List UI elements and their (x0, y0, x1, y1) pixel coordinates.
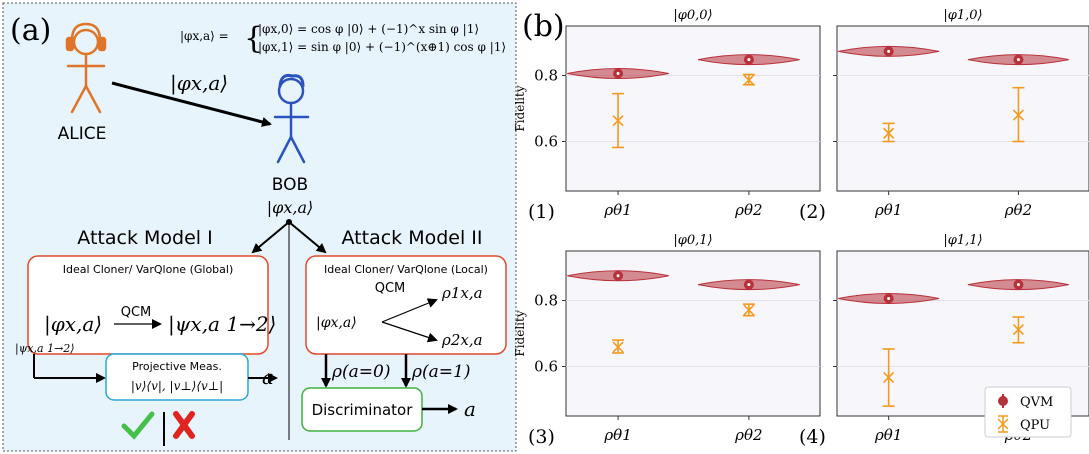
subplot-title: |φ1,0⟩ (943, 8, 982, 23)
headphones-icon (70, 22, 102, 42)
transmit-arrow (111, 81, 272, 127)
qvm-point-center (887, 297, 891, 301)
proj-ops: |v⟩⟨v|, |v⊥⟩⟨v⊥| (131, 379, 223, 393)
qvm-point-center (616, 72, 620, 76)
subplot-title: |φ0,0⟩ (673, 8, 712, 23)
side-state: |ψx,a 1→2⟩ (15, 342, 75, 356)
split-arrow-left (251, 221, 290, 254)
qvm-point-center (747, 283, 751, 287)
qpu-errorbar (742, 303, 755, 317)
x-tick-label: ρθ2 (734, 426, 762, 444)
attack2-arrow-up (381, 298, 438, 323)
qvm-point-center (747, 58, 751, 62)
attack2-arrow-down (381, 321, 438, 343)
y-tick-label: 0.6 (534, 358, 558, 376)
cross-icon (173, 411, 195, 439)
attack2-out1: ρ1x,a (441, 284, 483, 302)
subplot-index: (2) (799, 201, 826, 223)
alice-label: ALICE (58, 124, 107, 144)
subplot-index: (1) (528, 201, 555, 223)
attack2-box-title: Ideal Cloner/ VarQlone (Local) (324, 263, 488, 276)
subplots: 0.6 0.8 |φ0,0⟩ Fidelity (1) ρθ1 ρθ2 |φ1,0⟩ (2) ρθ… (513, 8, 1089, 448)
subplot-index: (4) (799, 426, 826, 448)
bob-figure (273, 74, 310, 164)
y-axis-label: Fidelity (513, 85, 527, 131)
legend-qvm-label: QVM (1020, 395, 1053, 410)
attack1-input: |φx,a⟩ (44, 312, 102, 337)
bob-state: |φx,a⟩ (267, 198, 313, 217)
subplot-2: |φ1,0⟩ (2) ρθ1 ρθ2 (799, 8, 1089, 223)
panel-a-background (2, 2, 517, 452)
qpu-errorbar (882, 348, 895, 407)
bob-label: BOB (272, 175, 308, 195)
panel-b-label: (b) (522, 9, 565, 44)
attack2-box: Ideal Cloner/ VarQlone (Local) QCM |φx,a… (305, 255, 507, 355)
x-tick-label: ρθ1 (874, 201, 902, 219)
check-icon (121, 411, 155, 440)
result-a1: a (262, 365, 274, 389)
bob-hair-icon (278, 74, 305, 88)
x-tick-label: ρθ1 (603, 426, 631, 444)
subplot-3: 0.6 0.8 |φ0,1⟩ Fidelity (3) ρθ1 ρθ2 (513, 233, 821, 448)
attack1-title: Attack Model I (77, 227, 212, 249)
qpu-errorbar (1012, 86, 1025, 143)
legend: QVM QPU (984, 386, 1072, 438)
x-tick-label: ρθ2 (1004, 201, 1032, 219)
y-tick-label: 0.8 (534, 292, 558, 310)
formula-line1: |φx,0⟩ = cos φ |0⟩ + (−1)^x sin φ |1⟩ (258, 22, 479, 36)
qpu-errorbar (1012, 316, 1025, 344)
panel-a-label: (a) (10, 13, 51, 48)
legend-qpu-label: QPU (1020, 418, 1050, 433)
x-tick-label: ρθ1 (874, 426, 902, 444)
transmit-state: |φx,a⟩ (170, 71, 228, 96)
formula-lhs: |φx,a⟩ = (180, 29, 229, 43)
y-axis-label: Fidelity (513, 310, 527, 356)
attack1-output: |ψx,a 1→2⟩ (168, 312, 276, 337)
projective-meas-box: Projective Meas. |v⟩⟨v|, |v⊥⟩⟨v⊥| (105, 353, 249, 401)
y-tick-label: 0.6 (534, 133, 558, 151)
proj-title: Projective Meas. (132, 360, 222, 373)
subplot-frame (565, 25, 821, 192)
attack2-title: Attack Model II (342, 227, 483, 249)
attack1-box: Ideal Cloner/ VarQlone (Global) |φx,a⟩ Q… (27, 255, 276, 355)
panel-b: (b) 0.6 0.8 |φ0,0⟩ Fidelity (1) ρθ1 ρθ2 |φ1,0⟩ (… (513, 8, 1089, 448)
qvm-point-center (616, 274, 620, 278)
subplot-index: (3) (528, 426, 555, 448)
qpu-errorbar (612, 92, 625, 149)
alice-figure (65, 22, 107, 114)
panel-a: (a) ALICE |φx,a⟩ |φx,a⟩ = { |φx,0⟩ = cos… (2, 2, 517, 452)
qvm-point-center (1016, 283, 1020, 287)
subplot-1: 0.6 0.8 |φ0,0⟩ Fidelity (1) ρθ1 ρθ2 (513, 8, 821, 223)
attack2-input: |φx,a⟩ (316, 315, 357, 331)
discriminator-label: Discriminator (312, 401, 414, 419)
rho0-label: ρ(a=0) (331, 362, 390, 382)
qpu-errorbar (882, 122, 895, 143)
x-tick-label: ρθ1 (603, 201, 631, 219)
legend-qpu-marker (997, 415, 1009, 433)
y-tick-label: 0.8 (534, 67, 558, 85)
formula-line2: |φx,1⟩ = sin φ |0⟩ + (−1)^(x⊕1) cos φ |1… (258, 40, 506, 54)
rho1-label: ρ(a=1) (411, 362, 470, 382)
x-tick-label: ρθ2 (734, 201, 762, 219)
qpu-errorbar (612, 339, 625, 354)
attack1-box-title: Ideal Cloner/ VarQlone (Global) (63, 263, 234, 276)
subplot-title: |φ1,1⟩ (943, 233, 982, 248)
attack2-out2: ρ2x,a (441, 331, 483, 349)
subplot-title: |φ0,1⟩ (673, 233, 712, 248)
qvm-point-center (1016, 58, 1020, 62)
attack1-op: QCM (121, 305, 152, 320)
qpu-errorbar (742, 73, 755, 86)
attack2-op: QCM (375, 281, 406, 296)
qvm-point-center (887, 49, 891, 53)
split-arrow-right (288, 221, 327, 254)
result-a2: a (464, 397, 476, 421)
state-formula: |φx,a⟩ = { |φx,0⟩ = cos φ |0⟩ + (−1)^x s… (180, 21, 506, 56)
formula-brace: { (244, 21, 263, 56)
